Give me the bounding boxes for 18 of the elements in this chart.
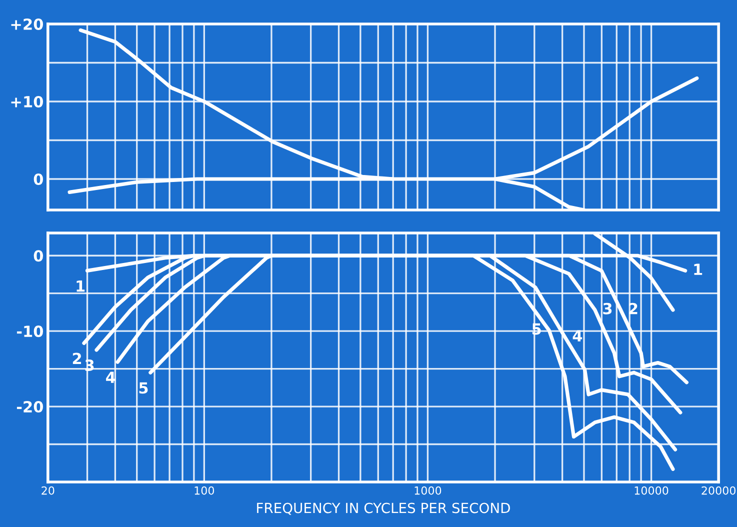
y-tick-label: +10 bbox=[11, 96, 44, 108]
text: 5 bbox=[139, 382, 148, 394]
y-tick-label: +20 bbox=[11, 18, 44, 30]
text: 2 bbox=[72, 352, 82, 364]
x-tick-label: 10000 bbox=[634, 486, 668, 495]
x-axis-title: FREQUENCY IN CYCLES PER SECOND bbox=[257, 502, 510, 515]
y-tick-label: 0 bbox=[34, 250, 44, 262]
text: 1 bbox=[76, 280, 85, 292]
series-label: 4 bbox=[572, 330, 582, 342]
y-tick-label: 0 bbox=[34, 173, 44, 186]
x-tick-label: 20000 bbox=[702, 486, 736, 495]
series-label: 1 bbox=[694, 264, 702, 275]
x-tick-label: 20 bbox=[42, 486, 54, 495]
y-tick-label: -10 bbox=[16, 326, 44, 338]
x-tick-label: 100 bbox=[194, 486, 214, 495]
series-label: 3 bbox=[603, 302, 612, 314]
y-tick-label: -20 bbox=[16, 401, 44, 413]
x-tick-label: 1000 bbox=[414, 486, 442, 495]
